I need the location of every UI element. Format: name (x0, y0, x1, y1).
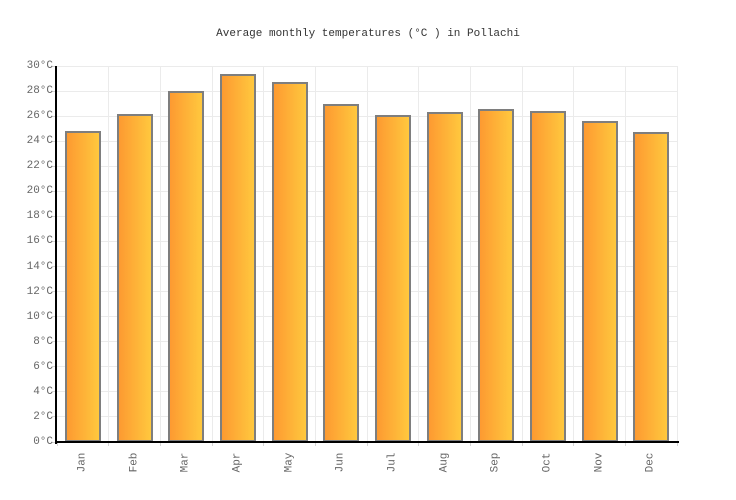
y-tick-18 (52, 215, 57, 217)
y-tick-0 (52, 441, 57, 443)
x-tick-0 (56, 442, 58, 446)
x-tick-8 (469, 442, 471, 446)
chart-title: Average monthly temperatures (°C ) in Po… (216, 28, 520, 40)
y-axis-label-14: 14°C (26, 260, 53, 273)
gridline-x-10 (573, 66, 575, 442)
y-tick-12 (52, 291, 57, 293)
y-axis-label-28: 28°C (26, 85, 53, 98)
x-axis-label-sep: Sep (489, 452, 502, 473)
bar-sep[interactable] (478, 108, 515, 442)
x-axis-label-mar: Mar (179, 452, 192, 473)
y-axis-label-10: 10°C (26, 310, 53, 323)
x-axis-label-jun: Jun (334, 452, 347, 473)
y-axis-label-22: 22°C (26, 160, 53, 173)
x-axis-label-may: May (283, 452, 295, 473)
y-axis-label-16: 16°C (26, 235, 53, 248)
y-tick-20 (52, 190, 57, 192)
x-axis-label-oct: Oct (541, 452, 554, 473)
x-axis-label-jan: Jan (76, 452, 89, 473)
x-axis-label-feb: Feb (128, 452, 140, 473)
x-tick-12 (676, 442, 678, 446)
gridline-x-6 (366, 66, 368, 442)
bar-nov[interactable] (581, 121, 618, 442)
x-axis-label-aug: Aug (438, 452, 450, 473)
x-tick-5 (314, 442, 316, 446)
y-tick-4 (52, 391, 57, 393)
y-tick-22 (52, 165, 57, 167)
x-axis-label-jul: Jul (386, 452, 399, 473)
gridline-x-2 (159, 66, 161, 442)
bar-mar[interactable] (168, 91, 205, 442)
x-tick-7 (418, 442, 420, 446)
x-axis-label-apr: Apr (231, 452, 244, 473)
bar-may[interactable] (271, 82, 308, 442)
x-axis-label-nov: Nov (593, 452, 605, 473)
gridline-x-11 (624, 66, 626, 442)
gridline-x-3 (211, 66, 213, 442)
x-tick-1 (108, 442, 110, 446)
y-tick-10 (52, 316, 57, 318)
y-axis-label-30: 30°C (26, 60, 53, 72)
x-tick-4 (263, 442, 265, 446)
y-axis-label-8: 8°C (33, 335, 53, 348)
bar-oct[interactable] (529, 111, 566, 442)
y-axis-label-2: 2°C (33, 410, 53, 423)
gridline-x-1 (108, 66, 110, 442)
y-axis-label-24: 24°C (26, 135, 53, 148)
x-tick-3 (211, 442, 213, 446)
bar-dec[interactable] (633, 132, 670, 442)
x-tick-9 (521, 442, 523, 446)
gridline-x-12 (676, 66, 678, 442)
y-tick-16 (52, 240, 57, 242)
y-tick-8 (52, 341, 57, 343)
x-tick-2 (159, 442, 161, 446)
y-tick-6 (52, 366, 57, 368)
y-tick-26 (52, 115, 57, 117)
y-axis-label-6: 6°C (33, 360, 53, 373)
bar-jun[interactable] (323, 103, 360, 442)
y-axis-label-4: 4°C (33, 385, 53, 398)
y-axis-label-18: 18°C (26, 210, 53, 223)
gridline-x-9 (521, 66, 523, 442)
gridline-x-8 (469, 66, 471, 442)
y-axis-label-12: 12°C (26, 285, 53, 298)
bar-feb[interactable] (116, 113, 153, 442)
x-tick-11 (624, 442, 626, 446)
gridline-x-7 (418, 66, 420, 442)
gridline-x-4 (263, 66, 265, 442)
bar-jan[interactable] (64, 131, 101, 442)
y-tick-28 (52, 90, 57, 92)
y-tick-30 (52, 65, 57, 67)
bar-apr[interactable] (219, 73, 256, 442)
x-axis-label-dec: Dec (644, 452, 657, 473)
x-tick-10 (573, 442, 575, 446)
y-axis-label-20: 20°C (26, 185, 53, 198)
gridline-x-5 (314, 66, 316, 442)
y-axis-label-0: 0°C (33, 436, 53, 448)
bar-aug[interactable] (426, 112, 463, 442)
y-tick-2 (52, 416, 57, 418)
y-axis-line (55, 66, 57, 444)
y-axis-label-26: 26°C (26, 110, 53, 123)
y-tick-14 (52, 266, 57, 268)
x-tick-6 (366, 442, 368, 446)
y-tick-24 (52, 140, 57, 142)
x-axis-line (55, 441, 679, 443)
bar-jul[interactable] (374, 114, 411, 442)
